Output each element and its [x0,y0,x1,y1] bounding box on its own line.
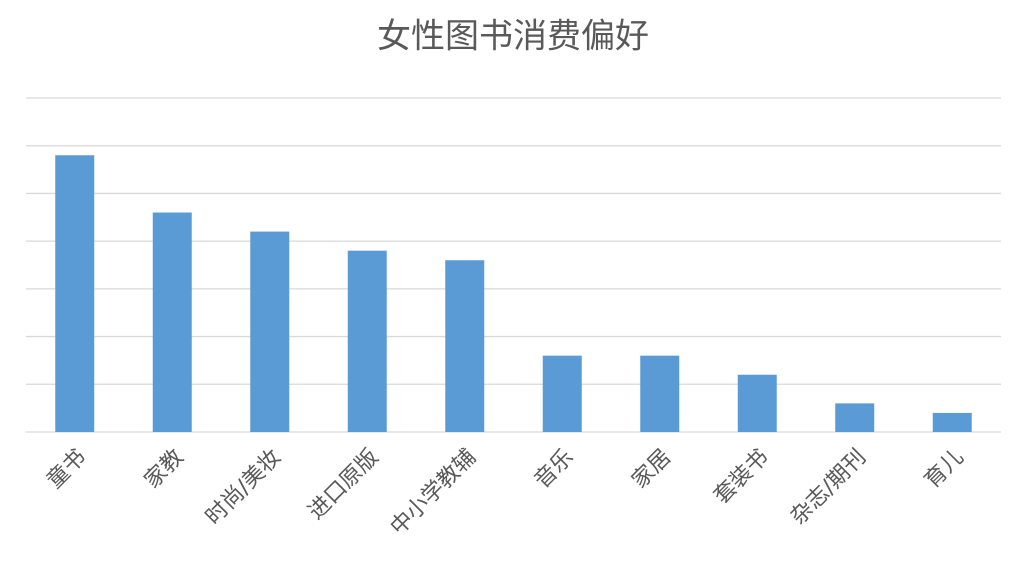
x-tick-label: 时尚/美妆 [201,445,286,530]
x-tick-label: 中小学教辅 [386,445,481,540]
bar [250,231,290,432]
bar [932,412,972,432]
x-tick-label: 音乐 [530,445,579,494]
bar [445,260,485,432]
bar [347,250,387,432]
x-tick-label: 育儿 [920,445,969,494]
x-tick-label: 杂志/期刊 [786,445,871,530]
x-tick-label: 家教 [140,445,189,494]
x-tick-label: 套装书 [709,445,773,509]
bar [640,355,680,432]
chart-title: 女性图书消费偏好 [377,17,649,57]
x-tick-label: 家居 [627,445,676,494]
x-tick-label: 进口原版 [304,445,384,525]
bar [55,155,95,432]
bar [835,403,875,432]
x-tick-label: 童书 [42,445,91,494]
bar [152,212,192,432]
bar [737,374,777,432]
bar [542,355,582,432]
